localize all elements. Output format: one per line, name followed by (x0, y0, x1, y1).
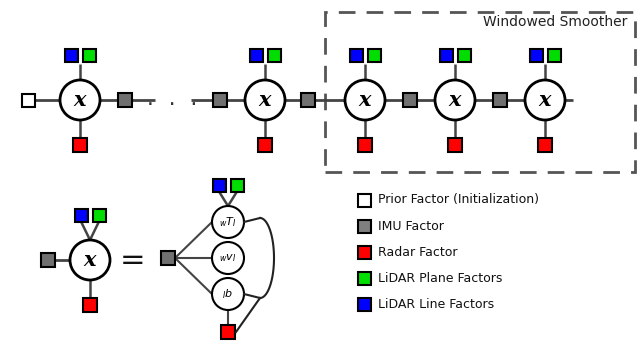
Text: x: x (359, 90, 371, 110)
Bar (118, 93, 132, 107)
Bar (358, 297, 371, 311)
Bar (448, 138, 462, 152)
Bar (65, 49, 77, 61)
Bar (74, 208, 88, 222)
Bar (41, 253, 55, 267)
Text: x: x (74, 90, 86, 110)
Text: LiDAR Plane Factors: LiDAR Plane Factors (378, 272, 502, 284)
Bar (358, 246, 371, 258)
Circle shape (212, 206, 244, 238)
Bar (258, 138, 272, 152)
Bar (547, 49, 561, 61)
Bar (73, 138, 87, 152)
Circle shape (435, 80, 475, 120)
Bar (458, 49, 470, 61)
Bar (83, 49, 95, 61)
Text: . . .: . . . (145, 91, 200, 109)
Text: =: = (120, 246, 146, 274)
Bar (83, 298, 97, 312)
Text: x: x (259, 90, 271, 110)
Text: $_wv_I$: $_wv_I$ (220, 252, 237, 264)
Bar (221, 325, 235, 339)
Circle shape (212, 278, 244, 310)
Text: IMU Factor: IMU Factor (378, 219, 444, 233)
Circle shape (60, 80, 100, 120)
Bar (538, 138, 552, 152)
Text: x: x (539, 90, 551, 110)
Bar (268, 49, 280, 61)
Bar (250, 49, 262, 61)
Text: x: x (449, 90, 461, 110)
Bar (403, 93, 417, 107)
Bar (367, 49, 381, 61)
Bar (358, 193, 371, 207)
Circle shape (212, 242, 244, 274)
Text: Windowed Smoother: Windowed Smoother (483, 15, 627, 29)
Circle shape (70, 240, 110, 280)
Bar (358, 138, 372, 152)
Text: $_wT_I$: $_wT_I$ (219, 215, 237, 229)
Bar (301, 93, 315, 107)
Circle shape (525, 80, 565, 120)
Bar (358, 219, 371, 233)
Bar (212, 179, 225, 191)
Bar (93, 208, 106, 222)
Text: x: x (84, 250, 96, 270)
Text: Radar Factor: Radar Factor (378, 246, 458, 258)
Bar (349, 49, 362, 61)
Circle shape (345, 80, 385, 120)
Bar (213, 93, 227, 107)
Text: LiDAR Line Factors: LiDAR Line Factors (378, 297, 494, 311)
Bar (440, 49, 452, 61)
Bar (358, 272, 371, 284)
Bar (493, 93, 507, 107)
Bar (161, 251, 175, 265)
Text: $_Ib$: $_Ib$ (222, 287, 234, 301)
Text: Prior Factor (Initialization): Prior Factor (Initialization) (378, 193, 539, 207)
Bar (529, 49, 543, 61)
Bar (230, 179, 243, 191)
Bar (22, 93, 35, 106)
Circle shape (245, 80, 285, 120)
